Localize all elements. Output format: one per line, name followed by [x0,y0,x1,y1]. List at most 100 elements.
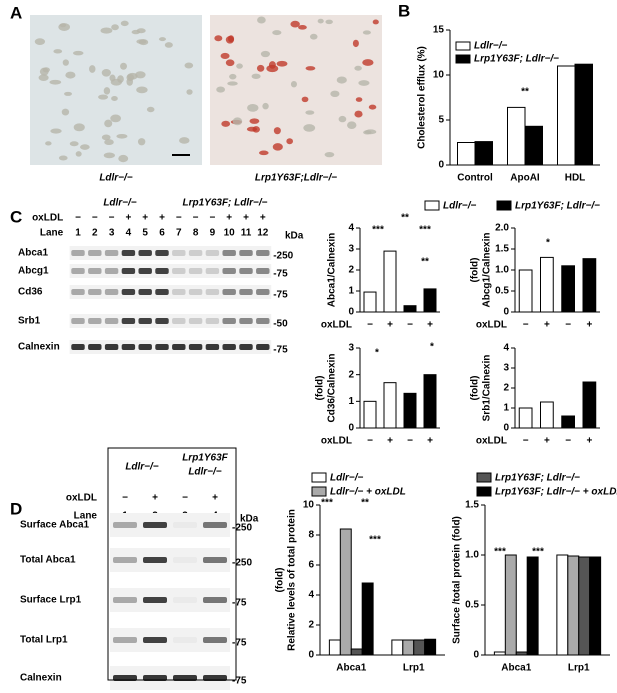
bar [363,291,377,313]
cell [98,94,109,100]
bar [524,125,543,166]
cell [354,110,363,118]
cell [110,114,121,123]
y-axis-label: Srb1/Calnexin [482,355,493,422]
marker: -75 [273,269,288,280]
legend-swatch [424,200,440,211]
lane-number: 7 [176,228,182,239]
bar [383,250,397,313]
x-tick-label: + [586,436,592,447]
bar [383,382,397,429]
cell [184,62,194,69]
blot-band [172,250,186,256]
cell [290,20,300,28]
treatment-sign: − [182,493,188,504]
cell [301,96,309,103]
cell [65,71,76,79]
lane-number: 8 [193,228,199,239]
y-tick-label: 2 [308,620,314,631]
cell [53,49,63,54]
unit: kDa [240,514,259,525]
blot-band [113,637,137,643]
blot-band [203,557,227,563]
x-tick-label: + [427,320,433,331]
marker: -250 [232,558,252,569]
bar [578,556,591,656]
lane-number: 2 [92,228,98,239]
blot-band [205,268,220,274]
cell [368,104,377,110]
group-label: Ldlr−/− [188,467,222,478]
significance: ** [401,213,409,224]
blot-band [88,318,102,324]
treatment-sign: − [122,493,128,504]
marker: -250 [232,523,252,534]
cell [305,110,315,115]
group-label: Ldlr−/− [103,198,137,209]
cell [179,137,190,144]
panel-label: C [10,207,22,226]
blot-band [121,250,136,256]
significance: * [375,348,379,359]
marker: -75 [232,638,247,649]
marker: -75 [232,676,247,687]
legend-swatch [476,486,492,497]
treatment-sign: + [152,493,158,504]
cell [362,30,371,35]
x-tick-label: − [367,320,373,331]
micrograph [30,15,202,165]
treatment-sign: + [243,213,249,224]
x-axis-label: oxLDL [321,436,352,447]
y-tick-label: 0.5 [465,600,479,611]
panel-label: D [10,499,22,518]
treatment-sign: + [212,493,218,504]
y-tick-label: 0 [348,423,354,434]
y-tick-label: 1.5 [495,244,509,255]
row-label: Calnexin [18,342,60,353]
cell [286,138,293,145]
cell [220,52,230,60]
bar [589,556,602,656]
y-axis-label: Surface /total protein (fold) [452,516,463,644]
bar [556,554,569,656]
blot-band [138,268,152,274]
row-label: oxLDL [32,213,63,224]
x-tick-label: Lrp1 [403,663,425,674]
x-tick-label: Lrp1 [568,663,590,674]
bar [504,554,517,656]
y-axis-label: Abcg1/Calnexin [482,232,493,307]
cell [298,25,307,30]
x-tick-label: + [586,320,592,331]
x-tick-label: Abca1 [501,663,531,674]
y-tick-label: 5 [438,115,444,126]
treatment-sign: − [92,213,98,224]
bar [403,392,417,429]
caption: Ldlr−/− [99,173,133,184]
y-tick-label: 1.0 [495,265,509,276]
cell [272,143,283,151]
cell [64,91,72,96]
treatment-sign: + [159,213,165,224]
blot-band [71,268,85,274]
bar [423,374,437,429]
cell [227,81,238,86]
lane-number: 4 [126,228,132,239]
blot-band [256,250,270,256]
blot-band [173,637,197,643]
cell [59,23,67,28]
y-tick-label: 0 [503,423,509,434]
blot-band [205,289,220,295]
bar [515,651,528,656]
y-axis-label: (fold) [315,376,326,401]
cell [39,67,49,76]
cell [338,115,347,123]
cell [120,20,129,27]
treatment-sign: + [142,213,148,224]
cell [131,29,141,35]
x-tick-label: + [544,436,550,447]
blot-band [256,268,270,274]
y-tick-label: 10 [303,500,315,511]
bar [557,65,576,166]
bar [403,305,417,313]
cell [214,35,223,42]
